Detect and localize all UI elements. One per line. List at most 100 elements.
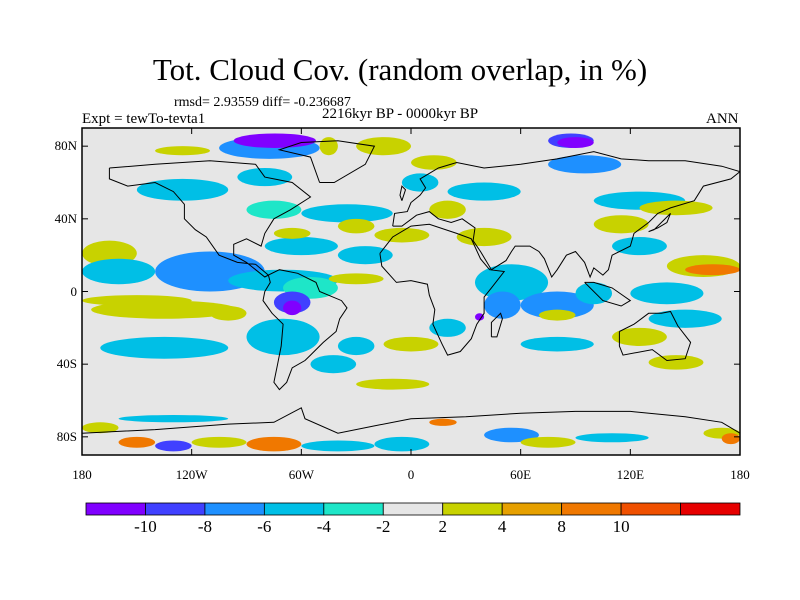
anomaly-region xyxy=(429,318,466,337)
anomaly-region xyxy=(538,309,576,321)
season-label: ANN xyxy=(706,111,739,127)
colorbar-label: -10 xyxy=(134,517,157,536)
period-label: 2216kyr BP - 0000kyr BP xyxy=(322,106,479,122)
anomaly-region xyxy=(337,218,375,234)
coastline xyxy=(490,312,503,338)
anomaly-region xyxy=(484,427,539,443)
anomaly-region xyxy=(118,415,229,423)
anomaly-region xyxy=(118,436,156,448)
lat-tick-label: 80N xyxy=(54,138,77,154)
colorbar-swatch xyxy=(561,502,622,516)
anomaly-region xyxy=(593,215,649,234)
colorbar-label: -2 xyxy=(376,517,391,536)
anomaly-region xyxy=(246,318,320,356)
anomaly-region xyxy=(575,282,613,305)
anomaly-region xyxy=(557,137,594,148)
anomaly-region xyxy=(91,300,238,319)
colorbar-swatch xyxy=(442,502,503,516)
colorbar-swatch xyxy=(323,502,384,516)
anomaly-region xyxy=(520,436,576,448)
anomaly-region xyxy=(356,378,430,390)
coastline xyxy=(584,281,632,307)
anomaly-region xyxy=(328,273,384,285)
anomaly-region xyxy=(474,313,485,321)
anomaly-region xyxy=(456,227,512,247)
colorbar-swatch xyxy=(204,502,265,516)
anomaly-region xyxy=(209,306,247,321)
anomaly-region xyxy=(429,418,457,426)
anomaly-region xyxy=(264,237,338,256)
anomaly-region xyxy=(374,227,430,243)
anomaly-region xyxy=(310,355,357,374)
coastline xyxy=(108,160,312,278)
chart-title: Tot. Cloud Cov. (random overlap, in %) xyxy=(152,52,648,87)
colorbar-label: -4 xyxy=(316,517,331,536)
colorbar-swatch xyxy=(145,502,206,516)
anomaly-region xyxy=(721,433,740,445)
anomaly-region xyxy=(612,327,667,346)
anomaly-region xyxy=(356,137,412,156)
lon-tick-label: 0 xyxy=(407,467,415,482)
anomaly-region xyxy=(401,173,439,192)
anomaly-region xyxy=(301,440,375,452)
anomaly-region xyxy=(100,336,229,359)
coastline xyxy=(648,213,671,233)
anomaly-region xyxy=(447,182,521,201)
lon-tick-label: 180 xyxy=(72,467,92,482)
colorbar-swatch xyxy=(382,502,444,516)
anomaly-region xyxy=(191,436,247,448)
experiment-label: Expt = tewTo-tevta1 xyxy=(82,111,206,127)
anomaly-region xyxy=(82,422,119,434)
lat-tick-label: 40N xyxy=(54,210,77,226)
colorbar-swatch xyxy=(501,502,563,516)
colorbar-label: -8 xyxy=(197,517,212,536)
anomaly-region xyxy=(520,291,594,319)
lon-tick-label: 60W xyxy=(288,467,314,482)
anomaly-region xyxy=(639,200,713,216)
colorbar-label: 4 xyxy=(497,517,507,536)
anomaly-region xyxy=(82,258,156,285)
anomaly-region xyxy=(612,237,667,256)
anomaly-region xyxy=(685,264,740,276)
anomaly-region xyxy=(648,309,722,328)
coastline xyxy=(82,407,740,434)
anomaly-region xyxy=(337,246,393,265)
lon-tick-label: 180 xyxy=(730,467,750,482)
anomaly-region xyxy=(337,336,375,356)
anomaly-region xyxy=(246,200,302,219)
anomaly-region xyxy=(155,146,210,156)
anomaly-region xyxy=(374,436,430,452)
anomaly-region xyxy=(484,291,521,319)
anomaly-region xyxy=(155,440,192,452)
anomaly-region xyxy=(474,264,549,301)
colorbar-swatch xyxy=(620,502,681,516)
anomaly-region xyxy=(630,282,704,305)
anomaly-region xyxy=(246,436,302,452)
anomaly-region xyxy=(429,200,466,219)
anomaly-region xyxy=(520,336,594,352)
colorbar-swatch xyxy=(680,502,741,516)
lon-tick-label: 60E xyxy=(510,467,532,482)
lat-tick-label: 0 xyxy=(70,283,78,299)
colorbar-label: 2 xyxy=(438,517,447,536)
coastline xyxy=(392,151,740,279)
coastline xyxy=(618,310,692,362)
lat-tick-label: 40S xyxy=(56,356,77,372)
anomaly-region xyxy=(283,300,302,316)
colorbar-label: -6 xyxy=(257,517,272,536)
anomaly-region xyxy=(301,204,393,223)
rmsd-diff-stats: rmsd= 2.93559 diff= -0.236687 xyxy=(174,95,351,110)
anomaly-region xyxy=(383,336,439,352)
anomaly-region xyxy=(648,355,704,370)
coastline xyxy=(277,140,376,183)
lat-tick-label: 80S xyxy=(56,428,77,444)
coastline xyxy=(379,223,506,356)
anomaly-region xyxy=(273,227,311,239)
colorbar-label: 10 xyxy=(612,517,630,536)
coastline xyxy=(262,269,348,391)
lon-tick-label: 120W xyxy=(175,467,208,482)
colorbar-swatch xyxy=(85,502,146,516)
lon-tick-label: 120E xyxy=(616,467,645,482)
